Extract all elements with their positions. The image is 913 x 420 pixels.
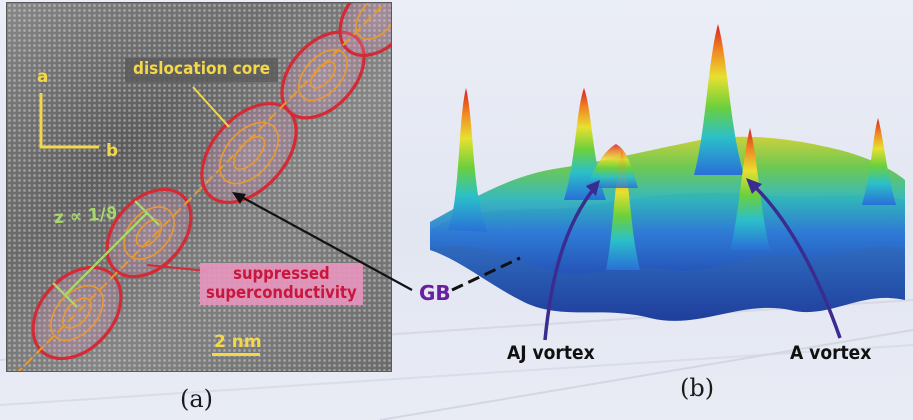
suppressed-leader	[146, 264, 208, 272]
a-vortex-label: A vortex	[790, 342, 872, 364]
aj-vortex-label: AJ vortex	[507, 342, 595, 364]
suppressed-line-2: superconductivity	[206, 282, 357, 302]
tem-micrograph-panel: a b dislocation core z ∝ 1/ϑ suppressed …	[6, 2, 392, 372]
axis-label-a: a	[37, 67, 49, 87]
surface-sheet	[430, 136, 905, 274]
suppressed-superconductivity-label: suppressed superconductivity	[200, 263, 363, 305]
vortex-surface-plot	[430, 24, 905, 341]
gb-label: GB	[419, 281, 451, 305]
axis-lines	[39, 93, 99, 149]
axis-label-b: b	[106, 141, 119, 161]
z-dimension-line	[52, 200, 160, 308]
caption-b: (b)	[680, 374, 715, 402]
dislocation-line	[17, 3, 387, 371]
vortex-arrows	[543, 182, 842, 341]
caption-a: (a)	[180, 385, 214, 413]
gb-dashed-line	[451, 256, 521, 292]
vortex-peaks	[448, 24, 896, 270]
scale-bar-label: 2 nm	[214, 332, 262, 352]
vortex-arrowheads	[586, 178, 762, 196]
dislocation-overlay	[17, 3, 391, 371]
suppressed-line-1: suppressed	[233, 264, 330, 283]
dislocation-core-label: dislocation core	[125, 58, 279, 82]
scale-bar	[212, 353, 260, 356]
dislocation-leader	[192, 86, 230, 128]
